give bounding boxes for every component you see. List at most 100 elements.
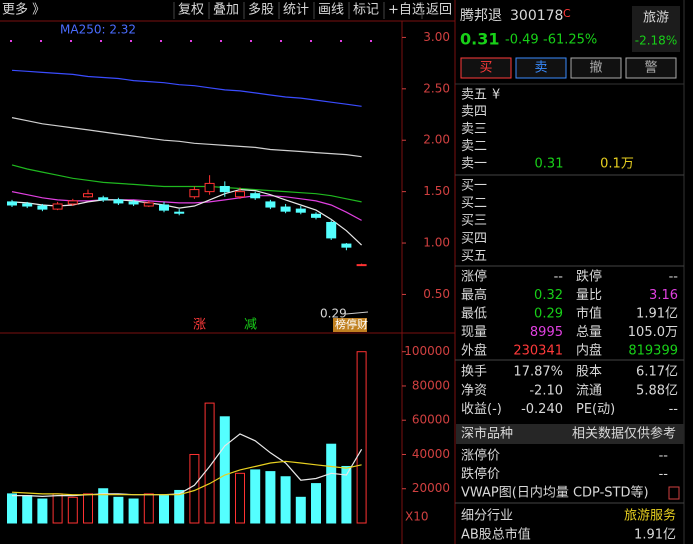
- limit-label: 跌停价: [461, 466, 500, 482]
- y-tick-label: 2.50: [423, 81, 450, 95]
- candle-body: [67, 200, 78, 205]
- bid-label: 买五: [461, 249, 487, 264]
- candle-body: [341, 243, 352, 248]
- toolbar-button[interactable]: +自选: [388, 3, 425, 18]
- candle-body: [280, 206, 291, 212]
- volume-bar: [311, 483, 321, 524]
- candle-body: [143, 202, 154, 207]
- toolbar-button[interactable]: 叠加: [213, 3, 239, 18]
- marker-dot: [220, 40, 222, 42]
- stat-value: --: [554, 270, 564, 285]
- stat-value: 6.17亿: [636, 365, 678, 380]
- volume-bar: [98, 488, 109, 524]
- candle-body: [98, 197, 109, 201]
- marker-dot: [250, 40, 252, 42]
- action-label[interactable]: 卖: [534, 61, 547, 76]
- stat-label: 外盘: [461, 343, 487, 359]
- vwap[interactable]: VWAP图(日内均量 CDP-STD等): [461, 485, 649, 501]
- toolbar-button[interactable]: 复权: [178, 2, 204, 18]
- toolbar-button[interactable]: 返回: [426, 3, 452, 18]
- y-tick-label: 80000: [412, 378, 450, 392]
- y-tick-label: 100000: [404, 344, 450, 358]
- candle-body: [189, 189, 200, 198]
- sector-box[interactable]: [632, 6, 680, 52]
- volume-bar: [7, 493, 17, 524]
- industry-label: AB股总市值: [461, 527, 531, 543]
- volume-bar: [235, 472, 245, 524]
- stat-label: 最低: [461, 307, 487, 322]
- stat-value: 17.87%: [513, 365, 563, 380]
- stat-value: 230341: [513, 344, 563, 359]
- ask-price: 0.31: [535, 156, 564, 171]
- volume-bar: [52, 493, 63, 524]
- action-button[interactable]: [515, 57, 567, 79]
- vwap-icon[interactable]: [668, 486, 680, 500]
- candle-body: [7, 201, 17, 206]
- candle-body: [204, 182, 215, 193]
- stat-label: 市值: [576, 306, 602, 322]
- toolbar-button[interactable]: 统计: [283, 3, 309, 18]
- marker-dot: [160, 40, 162, 42]
- stat-label: 量比: [576, 288, 602, 303]
- action-label[interactable]: 撤: [589, 60, 602, 76]
- candle-body: [159, 204, 169, 211]
- stock-code: 300178: [510, 8, 563, 24]
- ask-label: 卖五: [461, 88, 487, 103]
- stat-value: --: [669, 402, 679, 417]
- marker-dot: [190, 40, 192, 42]
- stat-value: 0.29: [534, 307, 563, 322]
- volume-bar: [22, 495, 33, 524]
- stat-label: 最高: [461, 287, 487, 303]
- bid-label: 买三: [461, 214, 487, 229]
- action-button[interactable]: [460, 57, 512, 79]
- marker-dot: [280, 40, 282, 42]
- y-tick-label: 1.50: [423, 184, 450, 198]
- marker-dot: [70, 40, 72, 42]
- ask-volume: 0.1万: [600, 156, 634, 171]
- badge-bg: [333, 318, 367, 332]
- stat-label: 涨停: [461, 269, 487, 285]
- candle-body: [52, 203, 63, 210]
- toolbar-button[interactable]: 多股: [248, 2, 274, 18]
- limit-label: 涨停价: [461, 448, 500, 464]
- stat-value: --: [669, 270, 679, 285]
- y-tick-label: 3.00: [423, 30, 450, 44]
- toolbar-button[interactable]: 标记: [353, 3, 379, 18]
- ma-legend: MA250: 2.32: [60, 23, 136, 37]
- price: 0.31: [460, 30, 499, 49]
- action-button[interactable]: [570, 57, 622, 79]
- ask-label: 卖三: [461, 122, 487, 137]
- low-label: 0.29: [320, 307, 347, 321]
- more-button[interactable]: 更多 》: [2, 2, 45, 18]
- action-label[interactable]: 买: [479, 61, 492, 76]
- volume-bar: [280, 476, 291, 524]
- candle-body: [83, 193, 93, 198]
- annotation: 涨: [193, 318, 206, 333]
- stock-flag: C: [563, 7, 571, 20]
- y-tick-label: 20000: [412, 481, 450, 495]
- volume-bar: [67, 496, 78, 524]
- stat-value: -2.10: [529, 383, 563, 398]
- volume-bar: [128, 498, 139, 524]
- section-note: 相关数据仅供参考: [572, 426, 676, 442]
- stat-label: 总量: [576, 325, 602, 340]
- volume-bar: [113, 496, 124, 524]
- sector[interactable]: 旅游: [643, 11, 669, 26]
- volume-ma-line: [12, 433, 363, 498]
- stat-value: 819399: [628, 344, 678, 359]
- y-tick-label: 2.00: [423, 133, 450, 147]
- toolbar-button[interactable]: 画线: [318, 3, 344, 18]
- volume-ma-line: [11, 460, 362, 496]
- stat-label: 现量: [461, 325, 487, 340]
- stat-label: 跌停: [576, 269, 602, 285]
- action-label[interactable]: 警: [644, 60, 657, 76]
- marker-dot: [340, 40, 342, 42]
- volume-bar: [37, 498, 48, 524]
- stat-value: 1.91亿: [636, 307, 678, 322]
- stat-value: 105.0万: [628, 325, 678, 340]
- candle-body: [37, 205, 48, 210]
- volume-bar: [219, 416, 230, 524]
- ask-price: ¥: [492, 88, 500, 103]
- action-button[interactable]: [625, 57, 677, 79]
